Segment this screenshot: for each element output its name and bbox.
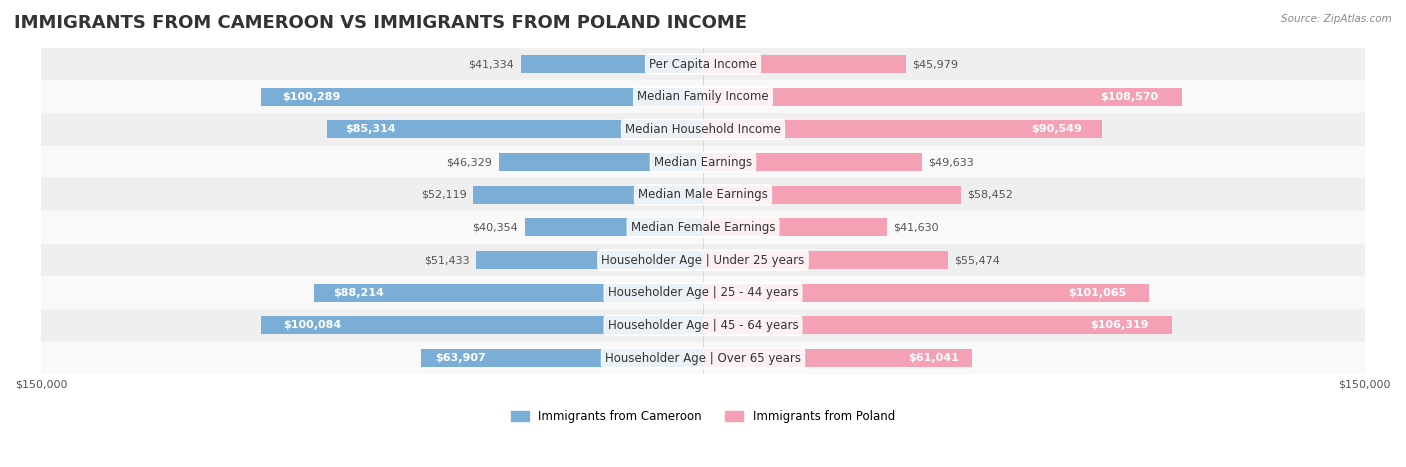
Bar [41, 48, 1365, 80]
Text: $41,630: $41,630 [893, 222, 939, 233]
Text: $45,979: $45,979 [912, 59, 959, 69]
Bar [41, 211, 1365, 244]
Text: $88,214: $88,214 [333, 288, 384, 298]
Text: $106,319: $106,319 [1090, 320, 1149, 331]
Text: Source: ZipAtlas.com: Source: ZipAtlas.com [1281, 14, 1392, 24]
Bar [326, 120, 703, 138]
Text: Householder Age | Under 25 years: Householder Age | Under 25 years [602, 254, 804, 267]
Text: $90,549: $90,549 [1032, 124, 1083, 134]
Bar [703, 251, 948, 269]
Text: $46,329: $46,329 [446, 157, 492, 167]
Text: $51,433: $51,433 [423, 255, 470, 265]
Bar [703, 120, 1102, 138]
Bar [703, 349, 973, 367]
Text: $49,633: $49,633 [928, 157, 974, 167]
Bar [420, 349, 703, 367]
Bar [262, 317, 703, 334]
Text: $55,474: $55,474 [955, 255, 1000, 265]
Text: $101,065: $101,065 [1069, 288, 1126, 298]
Text: $108,570: $108,570 [1099, 92, 1159, 102]
Text: Householder Age | 45 - 64 years: Householder Age | 45 - 64 years [607, 319, 799, 332]
Text: $40,354: $40,354 [472, 222, 519, 233]
Bar [314, 284, 703, 302]
Bar [41, 276, 1365, 309]
Text: $61,041: $61,041 [908, 353, 959, 363]
Legend: Immigrants from Cameroon, Immigrants from Poland: Immigrants from Cameroon, Immigrants fro… [506, 405, 900, 427]
Bar [41, 178, 1365, 211]
Bar [703, 55, 905, 73]
Bar [703, 317, 1173, 334]
Bar [520, 55, 703, 73]
Text: Householder Age | Over 65 years: Householder Age | Over 65 years [605, 352, 801, 365]
Text: Householder Age | 25 - 44 years: Householder Age | 25 - 44 years [607, 286, 799, 299]
Text: Median Male Earnings: Median Male Earnings [638, 188, 768, 201]
Bar [703, 219, 887, 236]
Bar [41, 113, 1365, 146]
Text: $58,452: $58,452 [967, 190, 1014, 200]
Text: $63,907: $63,907 [436, 353, 486, 363]
Text: Median Earnings: Median Earnings [654, 156, 752, 169]
Bar [703, 88, 1182, 106]
Text: $41,334: $41,334 [468, 59, 515, 69]
Bar [524, 219, 703, 236]
Bar [41, 146, 1365, 178]
Bar [41, 342, 1365, 375]
Text: $100,084: $100,084 [284, 320, 342, 331]
Text: IMMIGRANTS FROM CAMEROON VS IMMIGRANTS FROM POLAND INCOME: IMMIGRANTS FROM CAMEROON VS IMMIGRANTS F… [14, 14, 747, 32]
Bar [703, 153, 922, 171]
Bar [703, 186, 960, 204]
Text: Median Family Income: Median Family Income [637, 90, 769, 103]
Text: $52,119: $52,119 [420, 190, 467, 200]
Bar [703, 284, 1149, 302]
Bar [477, 251, 703, 269]
Bar [472, 186, 703, 204]
Bar [41, 80, 1365, 113]
Text: Median Household Income: Median Household Income [626, 123, 780, 136]
Text: Median Female Earnings: Median Female Earnings [631, 221, 775, 234]
Text: $100,289: $100,289 [283, 92, 342, 102]
Bar [41, 309, 1365, 342]
Bar [41, 244, 1365, 276]
Text: $85,314: $85,314 [346, 124, 396, 134]
Text: Per Capita Income: Per Capita Income [650, 57, 756, 71]
Bar [260, 88, 703, 106]
Bar [499, 153, 703, 171]
